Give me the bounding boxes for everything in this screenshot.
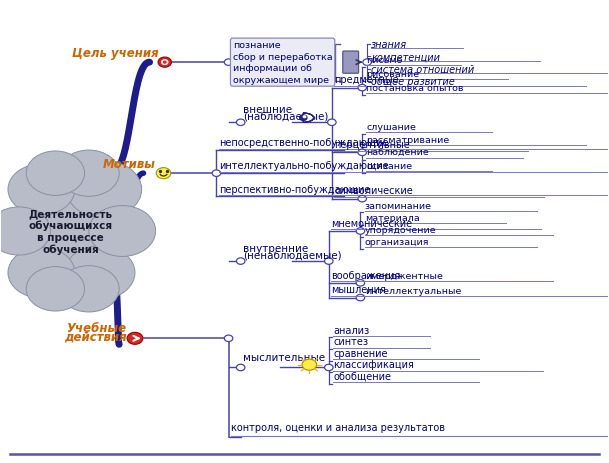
Circle shape	[0, 207, 51, 256]
Text: символические: символические	[334, 186, 413, 196]
Circle shape	[302, 359, 317, 370]
Text: непосредственно-побуждающие: непосредственно-побуждающие	[219, 138, 389, 148]
Circle shape	[303, 117, 306, 119]
Circle shape	[328, 120, 336, 126]
Circle shape	[363, 60, 371, 66]
Circle shape	[58, 151, 119, 197]
Text: Учебные: Учебные	[66, 321, 127, 334]
Circle shape	[212, 170, 220, 177]
Text: (ненаблюдаемые): (ненаблюдаемые)	[243, 250, 342, 260]
Text: внешние: внешние	[243, 105, 292, 115]
Text: сравнение: сравнение	[333, 348, 387, 358]
Circle shape	[8, 248, 75, 299]
Text: перцептивные: перцептивные	[334, 140, 410, 150]
Text: компетенции: компетенции	[371, 52, 440, 62]
Circle shape	[8, 164, 75, 215]
Polygon shape	[303, 114, 314, 123]
Text: рисование: рисование	[367, 70, 420, 79]
Text: постановка опытов: постановка опытов	[367, 84, 464, 93]
Circle shape	[358, 85, 367, 92]
Circle shape	[164, 62, 166, 64]
Text: материала: материала	[365, 213, 420, 222]
Text: рассматривание: рассматривание	[367, 136, 449, 145]
Text: (наблюдаемые): (наблюдаемые)	[243, 112, 328, 122]
Circle shape	[356, 280, 365, 287]
Text: воображения: воображения	[331, 270, 401, 280]
Text: контроля, оценки и анализа результатов: контроля, оценки и анализа результатов	[231, 422, 445, 432]
Text: интеллектуальные: интеллектуальные	[365, 286, 461, 295]
Text: мыслительные: мыслительные	[243, 352, 325, 362]
Text: Цель учения: Цель учения	[72, 47, 159, 60]
Text: Деятельность
обучающихся
в процессе
обучения: Деятельность обучающихся в процессе обуч…	[29, 208, 113, 255]
Text: анализ: анализ	[333, 325, 369, 335]
Text: слушание: слушание	[367, 123, 417, 132]
Circle shape	[58, 266, 119, 312]
Text: перспективно-побуждающие: перспективно-побуждающие	[219, 184, 371, 194]
Text: мнемонические: мнемонические	[331, 218, 412, 228]
Circle shape	[356, 228, 365, 235]
Circle shape	[236, 120, 245, 126]
Circle shape	[224, 335, 233, 342]
Circle shape	[300, 116, 307, 121]
Circle shape	[236, 258, 245, 265]
Circle shape	[89, 206, 156, 257]
Circle shape	[158, 58, 171, 68]
Circle shape	[65, 246, 135, 300]
Circle shape	[356, 295, 365, 301]
Circle shape	[26, 152, 85, 196]
Circle shape	[358, 150, 367, 156]
Text: упорядочение: упорядочение	[365, 225, 436, 234]
Circle shape	[236, 364, 245, 371]
Text: система отношений: система отношений	[371, 64, 474, 75]
Circle shape	[127, 332, 143, 344]
Text: внутренние: внутренние	[243, 243, 308, 253]
Text: предметные: предметные	[334, 75, 399, 85]
Text: классификация: классификация	[333, 360, 414, 369]
Text: общее развитие: общее развитие	[371, 77, 455, 87]
Circle shape	[66, 161, 142, 219]
Text: письмо: письмо	[367, 56, 403, 65]
Circle shape	[358, 196, 367, 202]
Circle shape	[325, 258, 333, 265]
Circle shape	[325, 364, 333, 371]
Text: действия: действия	[64, 330, 127, 343]
FancyBboxPatch shape	[343, 52, 359, 74]
Circle shape	[157, 168, 171, 179]
Text: интеллектуально-побуждающие: интеллектуально-побуждающие	[219, 161, 389, 171]
Text: синтез: синтез	[333, 337, 368, 346]
Text: знания: знания	[371, 39, 407, 50]
Text: мышления: мышления	[331, 285, 386, 295]
Text: обобщение: обобщение	[333, 371, 391, 381]
Text: познание
сбор и переработка
информации об
окружающем мире: познание сбор и переработка информации о…	[233, 41, 333, 85]
Text: имерджентные: имерджентные	[365, 271, 443, 281]
Circle shape	[224, 60, 233, 66]
Text: запоминание: запоминание	[365, 201, 432, 210]
Text: Мотивы: Мотивы	[103, 158, 156, 171]
Text: наблюдение: наблюдение	[367, 149, 429, 157]
Circle shape	[25, 197, 116, 266]
Text: осязание: осязание	[367, 162, 413, 170]
Circle shape	[162, 61, 168, 65]
Text: организация: организация	[365, 238, 429, 246]
Circle shape	[26, 267, 85, 311]
